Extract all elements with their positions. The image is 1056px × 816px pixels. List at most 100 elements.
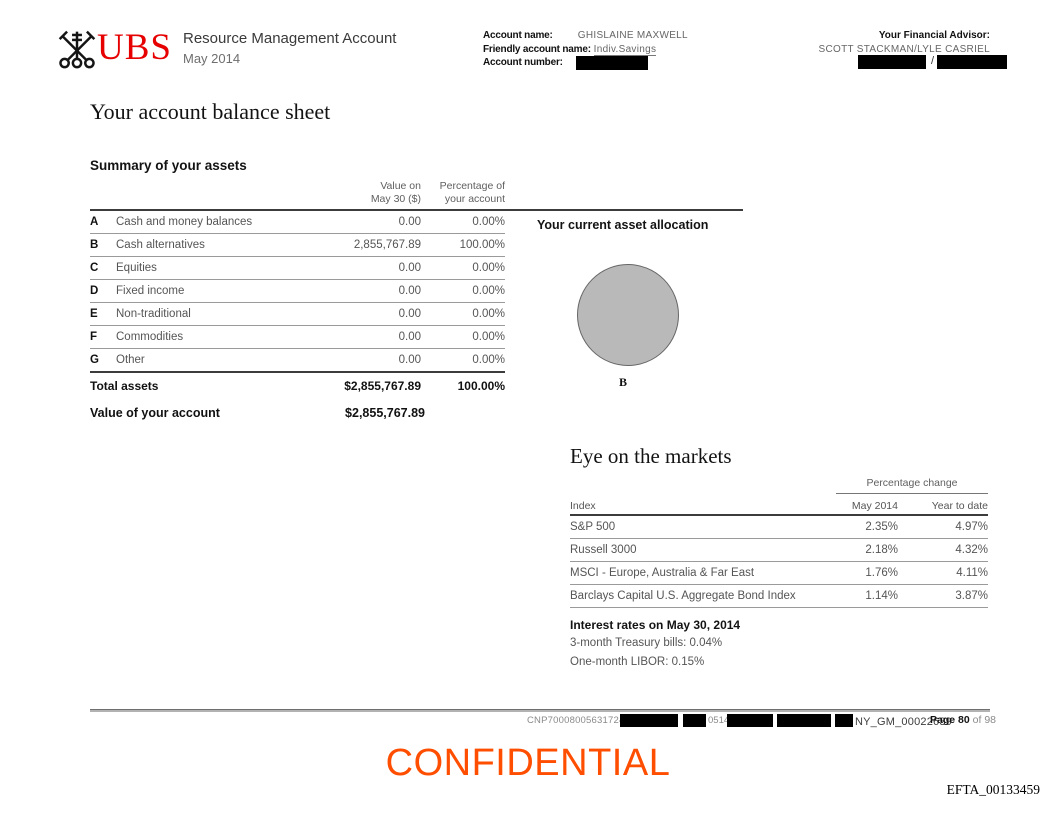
may-value: 1.14% [865,590,898,602]
footer-rule [90,709,990,712]
account-name-label: Account name: [483,30,553,41]
advisor-phone-redaction-1 [858,55,926,69]
index-name: MSCI - Europe, Australia & Far East [570,567,755,579]
footer-redaction-4 [777,714,831,727]
table-row-d: D Fixed income 0.00 0.00% [90,280,505,303]
row-key: E [90,308,98,320]
market-row-msci: MSCI - Europe, Australia & Far East 1.76… [570,562,988,585]
statement-period: May 2014 [183,51,241,66]
row-label: Fixed income [116,285,185,297]
advisor-info: Your Financial Advisor: SCOTT STACKMAN/L… [819,29,990,56]
markets-column-headers: Index May 2014 Year to date [570,494,988,516]
friendly-name-row: Friendly account name: Indiv.Savings [483,43,688,57]
row-pct: 0.00% [472,285,505,297]
ytd-value: 4.32% [955,544,988,556]
confidential-stamp: CONFIDENTIAL [385,742,671,784]
pct-column-header: Percentage of your account [421,180,505,206]
account-number-label: Account number: [483,57,563,68]
friendly-name-label: Friendly account name: [483,43,591,55]
page-word: Page [930,714,956,726]
advisor-phone-redaction-2 [937,55,1007,69]
treasury-bills-line: 3-month Treasury bills: 0.04% [570,637,723,649]
row-key: C [90,262,99,274]
ytd-value: 4.97% [955,521,988,533]
footer-redaction-3 [727,714,773,727]
footer-redaction-1 [620,714,678,727]
row-value: 2,855,767.89 [353,239,421,251]
may-column-header: May 2014 [851,500,898,512]
ytd-column-header: Year to date [931,500,988,512]
page-indicator: Page 80 of 98 [930,714,996,726]
allocation-pie-chart [577,264,679,366]
pct-change-group-header: Percentage change [836,477,988,494]
row-pct: 0.00% [472,308,505,320]
row-value: 0.00 [398,331,421,343]
row-key: B [90,239,99,251]
page-title: Your account balance sheet [90,99,331,124]
row-pct: 0.00% [472,354,505,366]
row-key: A [90,216,99,228]
row-value: 0.00 [398,216,421,228]
page-of: of [972,714,982,726]
advisor-separator: / [931,55,935,67]
markets-heading: Eye on the markets [570,444,732,468]
footer-redaction-5 [835,714,853,727]
index-name: Russell 3000 [570,544,637,556]
footer-code-0514: 0514 [708,715,730,726]
table-row-g: G Other 0.00 0.00% [90,349,505,373]
row-value: 0.00 [398,285,421,297]
advisor-names: SCOTT STACKMAN/LYLE CASRIEL [818,43,990,55]
row-label: Other [116,354,145,366]
account-name-row: Account name: GHISLAINE MAXWELL [483,29,688,43]
table-row-f: F Commodities 0.00 0.00% [90,326,505,349]
may-value: 2.18% [865,544,898,556]
row-key: D [90,285,99,297]
summary-column-headers: Value on May 30 ($) Percentage of your a… [90,180,505,206]
row-key: G [90,354,99,366]
pie-slice-label: B [619,375,628,389]
table-row-c: C Equities 0.00 0.00% [90,257,505,280]
account-value-row: Value of your account $2,855,767.89 [90,406,425,420]
row-pct: 100.00% [459,239,505,251]
ytd-value: 4.11% [956,567,988,579]
table-top-rule [90,209,743,211]
account-number-row: Account number: [483,56,688,70]
libor-line: One-month LIBOR: 0.15% [570,656,705,668]
row-label: Non-traditional [116,308,191,320]
row-pct: 0.00% [472,262,505,274]
row-pct: 0.00% [472,216,505,228]
table-row-e: E Non-traditional 0.00 0.00% [90,303,505,326]
index-name: Barclays Capital U.S. Aggregate Bond Ind… [570,590,796,602]
total-value: $2,855,767.89 [344,379,421,393]
row-label: Cash alternatives [116,239,205,251]
row-label: Commodities [116,331,184,343]
product-title: Resource Management Account [183,30,397,47]
account-info: Account name: GHISLAINE MAXWELL Friendly… [483,29,688,70]
allocation-heading: Your current asset allocation [537,218,709,232]
account-value-amount: $2,855,767.89 [345,406,425,420]
markets-table: Percentage change Index May 2014 Year to… [570,477,988,670]
advisor-label: Your Financial Advisor: [878,30,990,41]
market-row-barclays: Barclays Capital U.S. Aggregate Bond Ind… [570,585,988,608]
market-row-russell: Russell 3000 2.18% 4.32% [570,539,988,562]
may-value: 2.35% [865,521,898,533]
row-value: 0.00 [398,262,421,274]
table-row-a: A Cash and money balances 0.00 0.00% [90,211,505,234]
table-row-b: B Cash alternatives 2,855,767.89 100.00% [90,234,505,257]
value-column-header: Value on May 30 ($) [316,180,421,206]
row-label: Cash and money balances [116,216,253,228]
market-row-sp500: S&P 500 2.35% 4.97% [570,516,988,539]
value-header-line1: Value on [380,180,421,192]
pct-header-line2: your account [444,193,505,205]
value-header-line2: May 30 ($) [370,193,421,205]
pct-header-line1: Percentage of [439,180,505,192]
row-value: 0.00 [398,354,421,366]
footer-redaction-2 [683,714,706,727]
footer-cnp-code: CNP70008005631724 [527,715,625,726]
account-number-redaction [576,56,648,70]
row-label: Equities [116,262,157,274]
bates-number-overlapped: NY_GM_00022639 [855,716,952,728]
row-key: F [90,331,98,343]
row-value: 0.00 [398,308,421,320]
interest-rates-heading: Interest rates on May 30, 2014 [570,618,741,632]
